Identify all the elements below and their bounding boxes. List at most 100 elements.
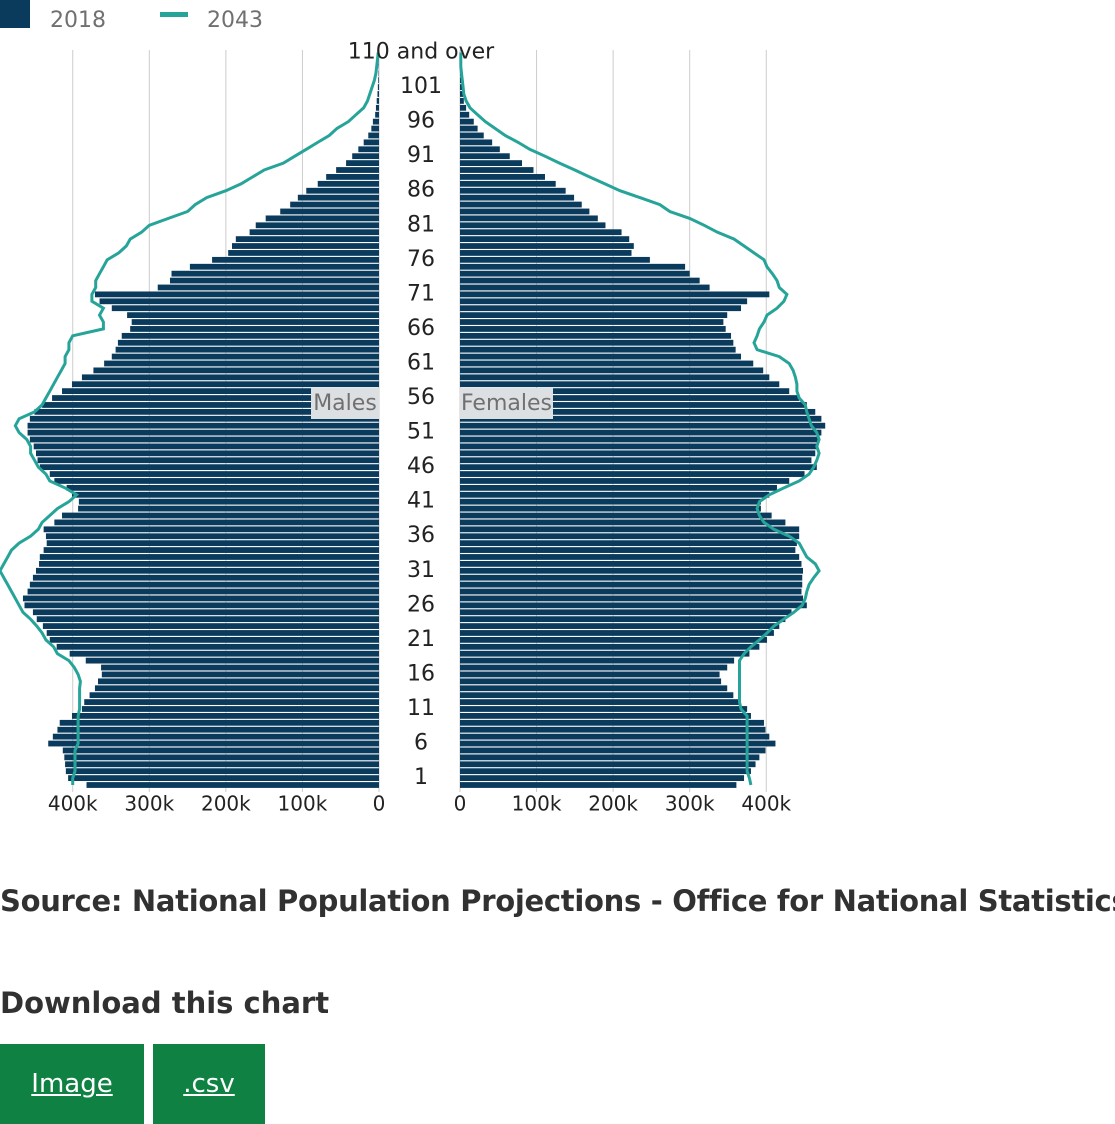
bar <box>460 519 786 526</box>
bar <box>460 139 493 146</box>
bar <box>460 547 796 553</box>
bar <box>115 346 380 353</box>
bar <box>121 332 380 339</box>
y-tick-label: 110 and over <box>348 40 495 65</box>
bar <box>460 194 575 201</box>
bar <box>66 484 379 491</box>
download-csv-button[interactable]: .csv <box>153 1044 265 1124</box>
bar <box>171 270 379 277</box>
y-tick-label: 56 <box>407 385 435 410</box>
bar <box>460 229 622 236</box>
x-tick-label: 200k <box>588 792 638 816</box>
bar <box>265 215 379 222</box>
bar <box>368 132 379 139</box>
x-tick-label: 300k <box>124 792 174 816</box>
bar <box>39 560 379 567</box>
bar <box>34 408 380 415</box>
bar <box>460 526 800 533</box>
side-label-bg <box>311 388 379 419</box>
bar <box>460 574 803 581</box>
bar <box>460 277 700 284</box>
y-tick-label: 71 <box>407 281 435 306</box>
bar <box>460 312 728 319</box>
bar <box>460 567 804 574</box>
bar <box>460 450 816 457</box>
bar <box>101 664 380 671</box>
y-tick-label: 1 <box>414 765 428 790</box>
bar <box>460 270 690 277</box>
bar <box>460 768 751 775</box>
bar <box>460 747 766 754</box>
bar <box>27 429 380 436</box>
bar <box>460 98 464 104</box>
bar <box>45 533 379 540</box>
download-image-button[interactable]: Image <box>0 1044 144 1124</box>
bar <box>255 222 379 229</box>
bar <box>46 540 380 547</box>
bar <box>42 623 379 629</box>
bar <box>52 395 380 401</box>
bar <box>460 533 800 540</box>
bar <box>460 664 728 671</box>
y-tick-label: 6 <box>414 731 428 756</box>
bar <box>460 443 817 450</box>
bar <box>127 312 379 319</box>
x-tick-label: 400k <box>741 792 791 816</box>
bar <box>460 733 770 740</box>
bar <box>33 443 379 450</box>
bar <box>43 526 379 533</box>
y-tick-label: 36 <box>407 523 435 548</box>
bar <box>93 367 380 374</box>
bar <box>98 678 380 685</box>
bar <box>157 284 379 291</box>
legend-label: 2043 <box>207 8 263 33</box>
bar <box>94 685 380 692</box>
bar <box>460 616 786 623</box>
bar <box>460 554 800 560</box>
bar <box>81 706 379 712</box>
bar <box>460 395 800 401</box>
bar <box>460 256 650 263</box>
bar <box>99 298 380 305</box>
bar <box>460 284 710 291</box>
bar <box>27 588 380 595</box>
bar <box>32 609 380 616</box>
y-tick-label: 91 <box>407 143 435 168</box>
x-tick-label: 0 <box>373 792 386 816</box>
bar <box>460 84 463 90</box>
bar <box>460 761 756 768</box>
bar <box>460 678 722 685</box>
side-label: Males <box>313 391 377 416</box>
bar <box>460 636 768 643</box>
bar <box>460 305 741 312</box>
bar <box>85 657 379 664</box>
bar <box>460 505 761 512</box>
bar <box>460 740 776 747</box>
bar <box>460 326 726 332</box>
bar <box>460 118 474 125</box>
bar <box>69 650 379 657</box>
bar <box>460 699 740 705</box>
bar <box>363 139 379 146</box>
bar <box>378 77 379 84</box>
bar <box>228 250 379 256</box>
bar <box>460 471 805 477</box>
bar <box>460 201 582 208</box>
bar <box>460 457 812 464</box>
bar <box>280 208 379 215</box>
bar <box>117 339 380 346</box>
bar <box>460 236 630 243</box>
bar <box>460 782 737 788</box>
bar <box>460 775 745 781</box>
x-tick-label: 0 <box>454 792 467 816</box>
bar <box>460 706 748 712</box>
bar <box>460 215 598 222</box>
bar <box>71 491 380 498</box>
bar <box>42 402 379 408</box>
bar <box>460 484 777 491</box>
bar <box>460 719 764 726</box>
bar <box>460 581 803 588</box>
bar <box>189 263 379 270</box>
bar <box>460 187 566 194</box>
